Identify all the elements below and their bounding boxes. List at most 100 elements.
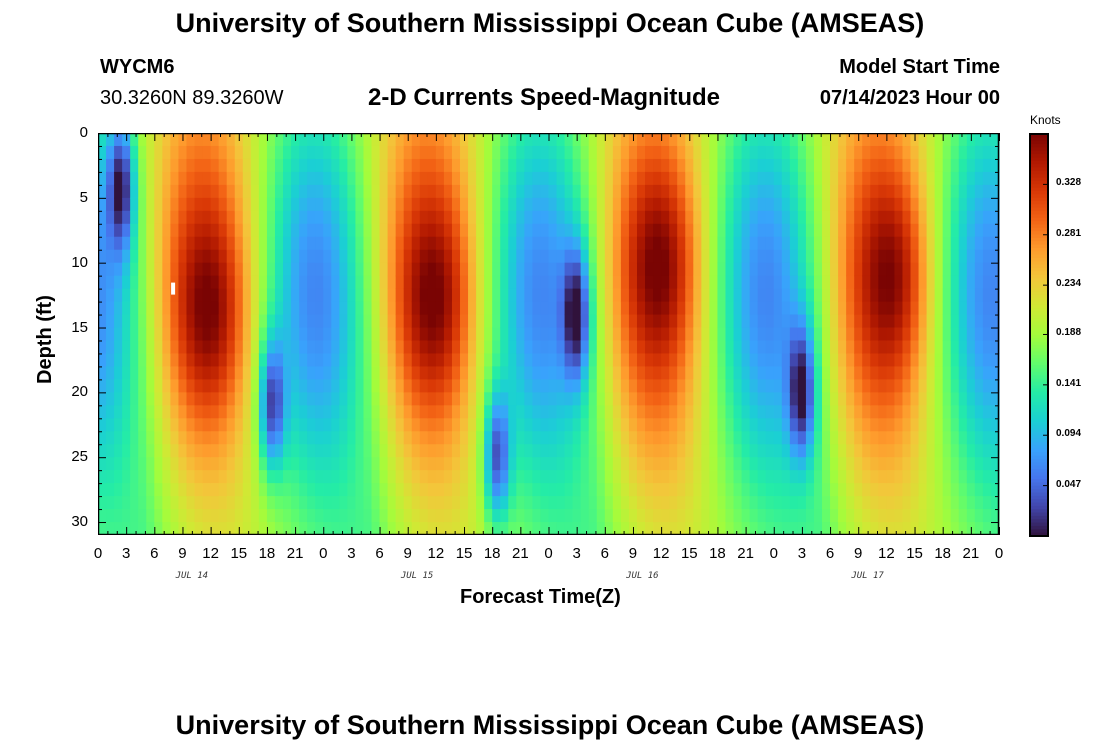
heatmap-cell <box>323 496 332 510</box>
heatmap-cell <box>846 288 855 303</box>
heatmap-cell <box>572 158 582 173</box>
heatmap-cell <box>347 470 357 484</box>
heatmap-cell <box>451 392 461 406</box>
heatmap-cell <box>548 236 558 251</box>
x-axis-label: Forecast Time(Z) <box>460 586 621 608</box>
heatmap-cell <box>435 288 445 303</box>
heatmap-cell <box>830 483 839 497</box>
heatmap-cell <box>725 262 735 277</box>
heatmap-cell <box>130 249 139 264</box>
heatmap-cell <box>500 405 509 419</box>
heatmap-cell <box>307 470 316 484</box>
heatmap-cell <box>500 158 509 173</box>
heatmap-cell <box>709 288 719 303</box>
heatmap-cell <box>990 158 1000 173</box>
heatmap-cell <box>154 418 163 432</box>
heatmap-cell <box>395 457 405 471</box>
heatmap-cell <box>291 314 300 329</box>
heatmap-cell <box>757 314 767 329</box>
heatmap-cell <box>315 314 324 329</box>
heatmap-cell <box>331 379 340 393</box>
heatmap-cell <box>194 431 204 445</box>
heatmap-cell <box>781 431 791 445</box>
heatmap-cell <box>492 301 501 316</box>
heatmap-cell <box>403 236 413 251</box>
heatmap-cell <box>387 353 397 368</box>
heatmap-cell <box>178 171 188 186</box>
heatmap-cell <box>588 236 598 251</box>
heatmap-cell <box>838 145 847 160</box>
heatmap-cell <box>580 522 590 535</box>
heatmap-cell <box>950 210 960 225</box>
heatmap-cell <box>258 483 268 497</box>
heatmap-cell <box>588 509 598 523</box>
heatmap-cell <box>500 353 509 368</box>
heatmap-cell <box>813 509 823 523</box>
heatmap-cell <box>604 405 614 419</box>
heatmap-cell <box>805 444 815 458</box>
heatmap-cell <box>419 236 429 251</box>
heatmap-cell <box>307 457 316 471</box>
heatmap-cell <box>323 249 332 264</box>
heatmap-cell <box>122 301 131 316</box>
heatmap-cell <box>556 210 566 225</box>
colorbar-band <box>1030 432 1048 437</box>
heatmap-cell <box>258 418 268 432</box>
heatmap-cell <box>805 379 815 393</box>
heatmap-cell <box>572 483 582 497</box>
heatmap-cell <box>387 392 397 406</box>
heatmap-cell <box>194 145 204 160</box>
x-tick-label: 12 <box>202 545 219 562</box>
heatmap-cell <box>138 457 147 471</box>
heatmap-cell <box>982 405 992 419</box>
heatmap-cell <box>339 444 348 458</box>
heatmap-cell <box>741 327 751 342</box>
heatmap-cell <box>572 509 582 523</box>
heatmap-cell <box>347 405 357 419</box>
heatmap-cell <box>516 249 525 264</box>
heatmap-cell <box>427 275 437 290</box>
heatmap-cell <box>765 145 775 160</box>
heatmap-cell <box>130 145 139 160</box>
heatmap-cell <box>870 340 879 355</box>
colorbar-band <box>1030 525 1048 530</box>
heatmap-cell <box>950 171 960 186</box>
heatmap-cell <box>838 184 847 199</box>
heatmap-cell <box>934 158 944 173</box>
heatmap-cell <box>138 133 147 147</box>
heatmap-cell <box>902 133 912 147</box>
heatmap-cell <box>653 392 662 406</box>
heatmap-cell <box>435 392 445 406</box>
heatmap-cell <box>403 392 413 406</box>
heatmap-cell <box>556 340 566 355</box>
heatmap-cell <box>387 145 397 160</box>
heatmap-cell <box>830 314 839 329</box>
heatmap-cell <box>596 379 606 393</box>
colorbar-band <box>1030 462 1048 467</box>
colorbar-band <box>1030 197 1048 202</box>
heatmap-cell <box>210 171 220 186</box>
heatmap-cell <box>307 210 316 225</box>
heatmap-cell <box>685 184 694 199</box>
heatmap-cell <box>669 457 678 471</box>
heatmap-cell <box>323 431 332 445</box>
heatmap-cell <box>266 197 276 212</box>
heatmap-cell <box>162 145 171 160</box>
heatmap-cell <box>146 158 155 173</box>
heatmap-cell <box>250 158 260 173</box>
heatmap-cell <box>990 483 1000 497</box>
heatmap-cell <box>966 405 976 419</box>
heatmap-cell <box>797 197 807 212</box>
heatmap-cell <box>789 470 799 484</box>
heatmap-cell <box>492 262 501 277</box>
heatmap-cell <box>234 288 244 303</box>
heatmap-cell <box>524 288 534 303</box>
heatmap-cell <box>291 158 300 173</box>
x-tick-label: 15 <box>680 545 698 562</box>
heatmap-cell <box>218 340 228 355</box>
heatmap-cell <box>830 236 839 251</box>
heatmap-cell <box>942 158 952 173</box>
heatmap-cell <box>733 444 743 458</box>
heatmap-cell <box>379 223 389 238</box>
heatmap-cell <box>339 223 348 238</box>
